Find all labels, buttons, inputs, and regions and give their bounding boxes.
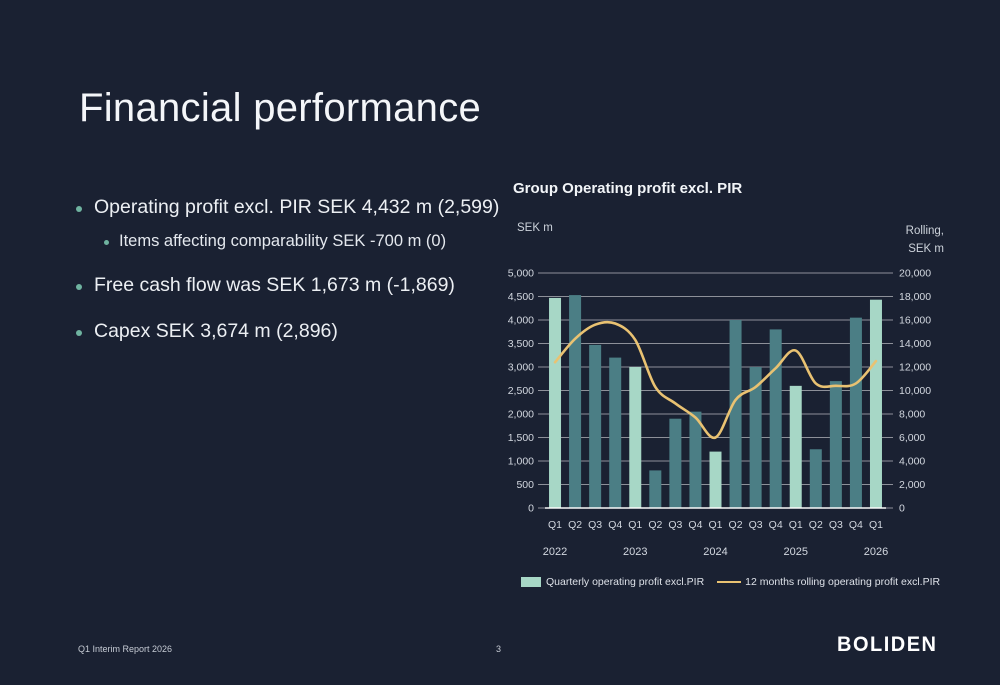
page-title: Financial performance — [79, 86, 482, 130]
bullet-text: Free cash flow was SEK 1,673 m (-1,869) — [94, 274, 455, 296]
svg-text:10,000: 10,000 — [899, 385, 931, 397]
svg-text:Q1: Q1 — [548, 519, 562, 531]
svg-text:Q3: Q3 — [668, 519, 682, 531]
svg-text:1,500: 1,500 — [508, 432, 534, 444]
svg-text:18,000: 18,000 — [899, 291, 931, 303]
svg-text:4,000: 4,000 — [508, 315, 534, 327]
svg-text:2024: 2024 — [703, 546, 727, 558]
bullet-text: Capex SEK 3,674 m (2,896) — [94, 320, 338, 342]
boliden-logo: BOLIDEN — [837, 633, 938, 657]
right-axis-unit-label: Rolling, SEK m — [905, 225, 944, 255]
footer-report-title: Q1 Interim Report 2026 — [78, 644, 173, 654]
legend-item-rolling: 12 months rolling operating profit excl.… — [717, 576, 940, 588]
chart-plot-area: 0 500 1,000 1,500 2,000 2,500 3,000 3,500 4,000 4… — [508, 268, 932, 559]
svg-text:1,000: 1,000 — [508, 456, 534, 468]
svg-text:Q1: Q1 — [869, 519, 883, 531]
bullet-marker — [76, 206, 82, 212]
svg-text:Q4: Q4 — [688, 519, 702, 531]
svg-text:5,000: 5,000 — [508, 268, 534, 280]
chart-legend: Quarterly operating profit excl.PIR 12 m… — [521, 576, 940, 588]
svg-text:Q1: Q1 — [789, 519, 803, 531]
svg-text:20,000: 20,000 — [899, 268, 931, 280]
legend-item-quarterly: Quarterly operating profit excl.PIR — [521, 576, 704, 588]
operating-profit-chart: Group Operating profit excl. PIR SEK m R… — [505, 180, 950, 600]
svg-text:Q4: Q4 — [608, 519, 622, 531]
svg-text:0: 0 — [528, 503, 534, 515]
svg-text:8,000: 8,000 — [899, 409, 925, 421]
legend-line-swatch — [717, 581, 742, 583]
legend-bar-swatch — [521, 577, 541, 587]
chart-title: Group Operating profit excl. PIR — [513, 180, 743, 197]
bullet-text: Operating profit excl. PIR SEK 4,432 m (… — [94, 196, 500, 218]
svg-text:Q4: Q4 — [849, 519, 863, 531]
svg-text:Q3: Q3 — [588, 519, 602, 531]
svg-text:12,000: 12,000 — [899, 362, 931, 374]
svg-text:Q1: Q1 — [708, 519, 722, 531]
svg-text:6,000: 6,000 — [899, 432, 925, 444]
svg-text:3,500: 3,500 — [508, 338, 534, 350]
bullet-free-cash-flow: Free cash flow was SEK 1,673 m (-1,869) — [76, 274, 506, 297]
svg-text:2025: 2025 — [783, 546, 807, 558]
svg-text:4,000: 4,000 — [899, 456, 925, 468]
bullet-marker — [104, 240, 109, 245]
svg-text:Q2: Q2 — [648, 519, 662, 531]
svg-text:2023: 2023 — [623, 546, 647, 558]
bullet-marker — [76, 330, 82, 336]
svg-text:2026: 2026 — [864, 546, 888, 558]
svg-text:2,000: 2,000 — [508, 409, 534, 421]
svg-text:500: 500 — [516, 479, 534, 491]
bullet-operating-profit: Operating profit excl. PIR SEK 4,432 m (… — [76, 196, 506, 219]
svg-text:Q2: Q2 — [729, 519, 743, 531]
svg-text:2,500: 2,500 — [508, 385, 534, 397]
svg-text:0: 0 — [899, 503, 905, 515]
footer-page-number: 3 — [496, 644, 502, 654]
bullet-items-affecting-comparability: Items affecting comparability SEK -700 m… — [104, 232, 506, 251]
svg-text:4,500: 4,500 — [508, 291, 534, 303]
svg-text:3,000: 3,000 — [508, 362, 534, 374]
svg-text:Q1: Q1 — [628, 519, 642, 531]
svg-text:16,000: 16,000 — [899, 315, 931, 327]
legend-label: Quarterly operating profit excl.PIR — [546, 576, 705, 588]
svg-text:14,000: 14,000 — [899, 338, 931, 350]
bullet-marker — [76, 284, 82, 290]
svg-text:Q2: Q2 — [568, 519, 582, 531]
svg-text:2022: 2022 — [543, 546, 567, 558]
bullet-list: Operating profit excl. PIR SEK 4,432 m (… — [76, 196, 506, 366]
svg-text:Q3: Q3 — [829, 519, 843, 531]
bullet-capex: Capex SEK 3,674 m (2,896) — [76, 320, 506, 343]
svg-text:Q2: Q2 — [809, 519, 823, 531]
left-axis-unit-label: SEK m — [517, 222, 553, 234]
svg-text:2,000: 2,000 — [899, 479, 925, 491]
legend-label: 12 months rolling operating profit excl.… — [745, 576, 941, 588]
bullet-text: Items affecting comparability SEK -700 m… — [119, 232, 447, 250]
svg-text:Q3: Q3 — [749, 519, 763, 531]
svg-text:Q4: Q4 — [769, 519, 783, 531]
